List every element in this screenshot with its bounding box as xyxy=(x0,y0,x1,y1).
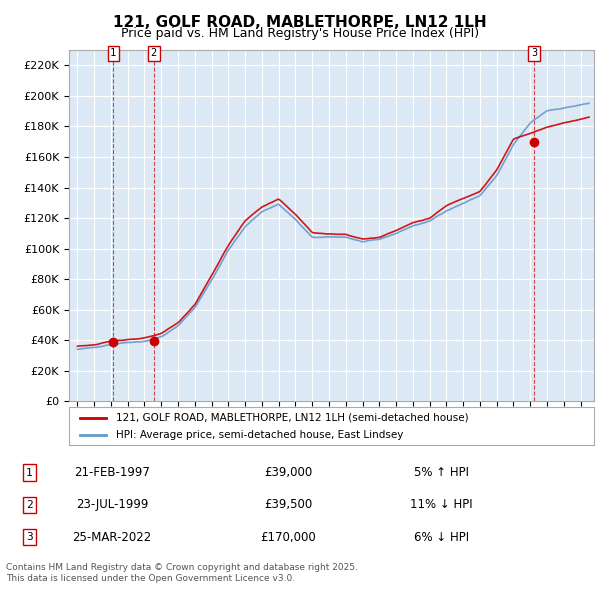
Text: 3: 3 xyxy=(531,48,537,58)
Text: £39,000: £39,000 xyxy=(264,466,313,479)
Text: 5% ↑ HPI: 5% ↑ HPI xyxy=(413,466,469,479)
Text: 3: 3 xyxy=(26,532,33,542)
Text: 25-MAR-2022: 25-MAR-2022 xyxy=(72,530,151,543)
Text: 21-FEB-1997: 21-FEB-1997 xyxy=(74,466,150,479)
Text: 121, GOLF ROAD, MABLETHORPE, LN12 1LH: 121, GOLF ROAD, MABLETHORPE, LN12 1LH xyxy=(113,15,487,30)
Text: HPI: Average price, semi-detached house, East Lindsey: HPI: Average price, semi-detached house,… xyxy=(116,430,404,440)
Text: 2: 2 xyxy=(151,48,157,58)
Text: 1: 1 xyxy=(110,48,116,58)
Text: 11% ↓ HPI: 11% ↓ HPI xyxy=(410,499,472,512)
Text: 23-JUL-1999: 23-JUL-1999 xyxy=(76,499,148,512)
Text: Contains HM Land Registry data © Crown copyright and database right 2025.
This d: Contains HM Land Registry data © Crown c… xyxy=(6,563,358,583)
Text: 6% ↓ HPI: 6% ↓ HPI xyxy=(413,530,469,543)
Text: 121, GOLF ROAD, MABLETHORPE, LN12 1LH (semi-detached house): 121, GOLF ROAD, MABLETHORPE, LN12 1LH (s… xyxy=(116,413,469,423)
Text: 2: 2 xyxy=(26,500,33,510)
Text: £39,500: £39,500 xyxy=(264,499,313,512)
Text: Price paid vs. HM Land Registry's House Price Index (HPI): Price paid vs. HM Land Registry's House … xyxy=(121,27,479,40)
Text: £170,000: £170,000 xyxy=(260,530,316,543)
Text: 1: 1 xyxy=(26,468,33,478)
